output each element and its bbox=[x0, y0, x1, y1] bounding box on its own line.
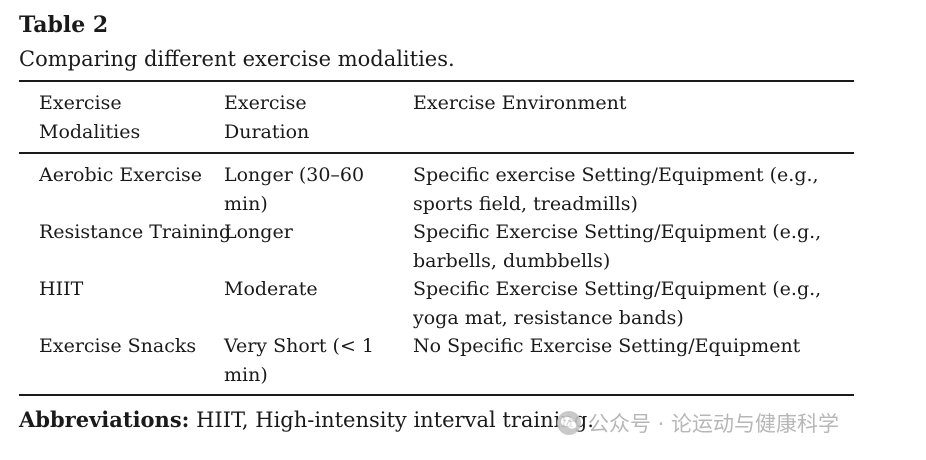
table-row-3-modality: Exercise Snacks bbox=[39, 335, 197, 357]
table-row-1-duration: Longer bbox=[224, 221, 293, 243]
footnote-label: Abbreviations: bbox=[19, 407, 190, 432]
table-header-rule bbox=[19, 152, 854, 154]
table-caption: Comparing different exercise modalities. bbox=[19, 47, 455, 71]
table-top-rule bbox=[19, 80, 854, 82]
table-row-0-duration: Longer (30–60 min) bbox=[224, 164, 365, 215]
table-row-2-duration: Moderate bbox=[224, 278, 318, 300]
table-row-0-environment: Specific exercise Setting/Equipment (e.g… bbox=[413, 164, 819, 215]
table-row-3-duration: Very Short (< 1 min) bbox=[224, 335, 374, 386]
table-footnote: Abbreviations: HIIT, High-intensity inte… bbox=[19, 406, 594, 434]
header-duration: Exercise Duration bbox=[224, 89, 404, 146]
watermark: 公众号 · 论运动与健康科学 bbox=[556, 406, 839, 440]
table-row-1-environment: Specific Exercise Setting/Equipment (e.g… bbox=[413, 221, 822, 272]
header-duration-text: Exercise Duration bbox=[224, 92, 310, 143]
footnote-text: HIIT, High-intensity interval training. bbox=[189, 408, 594, 432]
wechat-icon bbox=[557, 411, 581, 435]
table-row-2-environment: Specific Exercise Setting/Equipment (e.g… bbox=[413, 278, 822, 329]
table-label: Table 2 bbox=[19, 12, 109, 38]
watermark-text: 公众号 · 论运动与健康科学 bbox=[588, 412, 840, 436]
table-row-3-environment: No Specific Exercise Setting/Equipment bbox=[413, 335, 801, 357]
table-bottom-rule bbox=[19, 394, 854, 396]
header-modalities-text: Exercise Modalities bbox=[39, 92, 141, 143]
header-environment: Exercise Environment bbox=[413, 89, 843, 118]
table-row-1-modality: Resistance Training bbox=[39, 221, 232, 243]
header-modalities: Exercise Modalities bbox=[39, 89, 219, 146]
table-row-0-modality: Aerobic Exercise bbox=[39, 164, 203, 186]
table-row-2-modality: HIIT bbox=[39, 278, 84, 300]
header-environment-text: Exercise Environment bbox=[413, 92, 627, 114]
